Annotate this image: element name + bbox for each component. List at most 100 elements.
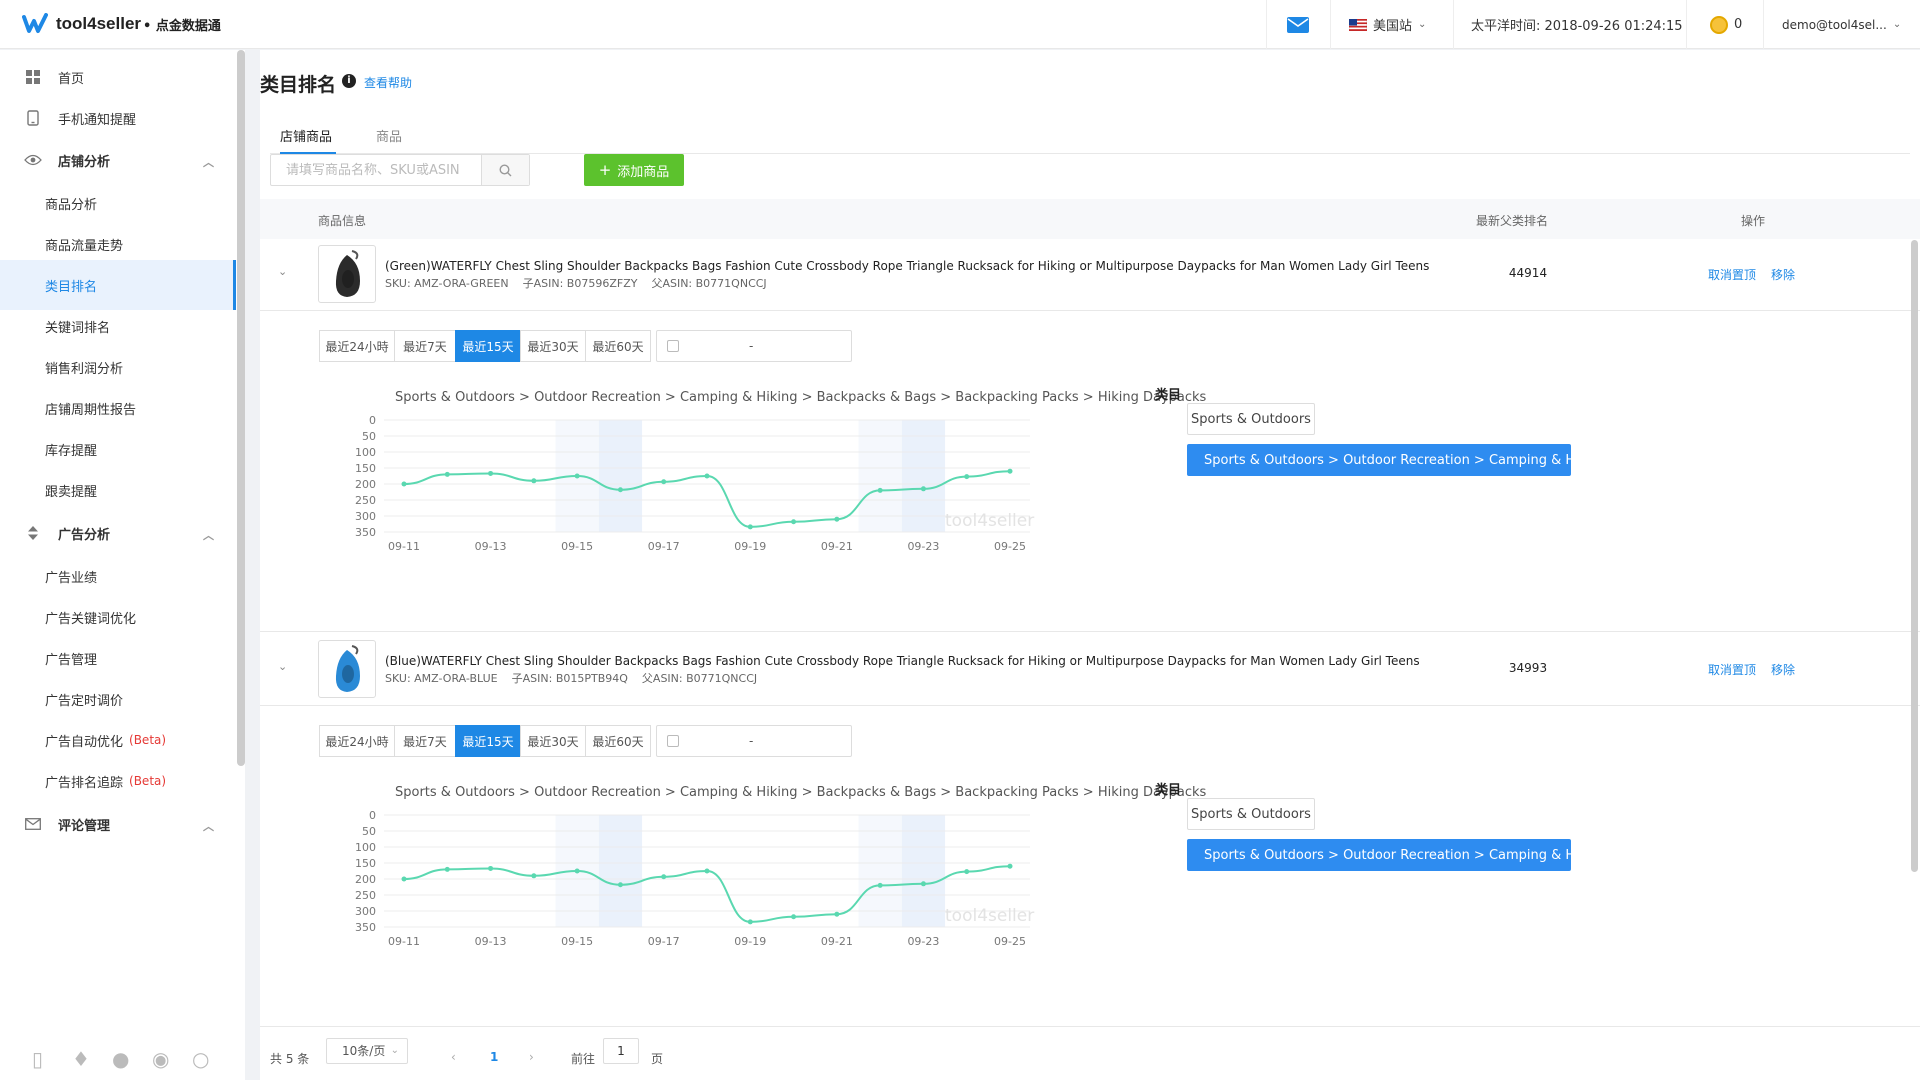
messages-button[interactable] <box>1266 0 1330 49</box>
data-point[interactable] <box>964 474 970 480</box>
sidebar-item-6[interactable]: 关键词排名 <box>0 301 236 351</box>
data-point[interactable] <box>747 524 753 530</box>
sidebar-item-13[interactable]: 广告关键词优化 <box>0 592 236 642</box>
data-point[interactable] <box>964 869 970 875</box>
category-full-path-button[interactable]: Sports & Outdoors > Outdoor Recreation >… <box>1187 444 1571 476</box>
data-point[interactable] <box>661 874 667 880</box>
sidebar-item-0[interactable]: 首页 <box>0 52 236 102</box>
marketplace-select[interactable]: 美国站 ⌄ <box>1349 0 1426 49</box>
data-point[interactable] <box>488 865 494 871</box>
data-point[interactable] <box>617 882 623 888</box>
user-icon[interactable]: ● <box>112 1047 130 1071</box>
page-number[interactable]: 1 <box>490 1050 499 1064</box>
prev-page-icon[interactable]: ‹ <box>451 1050 456 1064</box>
page-size-select[interactable]: 10条/页 ⌄ <box>326 1038 408 1064</box>
data-point[interactable] <box>1007 468 1013 474</box>
wechat-icon[interactable]: ◉ <box>152 1047 170 1071</box>
data-point[interactable] <box>791 914 797 920</box>
sidebar-item-5[interactable]: 类目排名 <box>0 260 236 310</box>
coins-button[interactable]: 0 <box>1710 0 1742 49</box>
remove-button[interactable]: 移除 <box>1771 268 1796 282</box>
data-point[interactable] <box>834 516 840 522</box>
help-link[interactable]: 查看帮助 <box>364 76 413 90</box>
category-top-button[interactable]: Sports & Outdoors <box>1187 798 1315 830</box>
range-button[interactable]: 最近7天 <box>394 725 456 757</box>
data-point[interactable] <box>834 911 840 917</box>
data-point[interactable] <box>574 473 580 479</box>
mobile-icon[interactable]: ▯ <box>32 1047 44 1071</box>
range-button[interactable]: 最近30天 <box>520 725 586 757</box>
mail-icon <box>24 815 42 833</box>
data-point[interactable] <box>617 487 623 493</box>
sidebar-item-10[interactable]: 跟卖提醒 <box>0 465 236 515</box>
data-point[interactable] <box>747 919 753 925</box>
data-point[interactable] <box>704 868 710 874</box>
bell-icon[interactable]: ♦ <box>72 1047 90 1071</box>
data-point[interactable] <box>704 473 710 479</box>
sidebar-item-3[interactable]: 商品分析 <box>0 178 236 228</box>
range-button[interactable]: 最近15天 <box>455 725 521 757</box>
next-page-icon[interactable]: › <box>529 1050 534 1064</box>
data-point[interactable] <box>877 882 883 888</box>
range-button[interactable]: 最近60天 <box>585 725 651 757</box>
goto-page-input[interactable]: 1 <box>603 1038 639 1064</box>
sidebar-scrollbar[interactable] <box>237 50 245 766</box>
remove-button[interactable]: 移除 <box>1771 663 1796 677</box>
sidebar-item-15[interactable]: 广告定时调价 <box>0 674 236 724</box>
sidebar-item-7[interactable]: 销售利润分析 <box>0 342 236 392</box>
add-product-button[interactable]: + 添加商品 <box>584 154 684 186</box>
data-point[interactable] <box>531 873 537 879</box>
group-icon[interactable]: ○ <box>192 1047 210 1071</box>
search-input[interactable] <box>271 155 481 185</box>
data-point[interactable] <box>661 479 667 485</box>
data-point[interactable] <box>401 876 407 882</box>
unpin-button[interactable]: 取消置顶 <box>1708 663 1757 677</box>
tab-store-products[interactable]: 店铺商品 <box>280 130 333 145</box>
data-point[interactable] <box>531 478 537 484</box>
range-button[interactable]: 最近7天 <box>394 330 456 362</box>
range-button[interactable]: 最近30天 <box>520 330 586 362</box>
range-button[interactable]: 最近24小時 <box>319 725 395 757</box>
sidebar-item-12[interactable]: 广告业绩 <box>0 551 236 601</box>
chevron-down-icon[interactable]: ⌄ <box>278 265 288 278</box>
sidebar-item-4[interactable]: 商品流量走势 <box>0 219 236 269</box>
data-point[interactable] <box>920 486 926 492</box>
data-point[interactable] <box>791 519 797 525</box>
data-point[interactable] <box>574 868 580 874</box>
range-button[interactable]: 最近24小時 <box>319 330 395 362</box>
sidebar-item-label: 销售利润分析 <box>45 361 124 377</box>
data-point[interactable] <box>877 487 883 493</box>
category-top-button[interactable]: Sports & Outdoors <box>1187 403 1315 435</box>
range-button[interactable]: 最近15天 <box>455 330 521 362</box>
data-point[interactable] <box>444 866 450 872</box>
tab-products[interactable]: 商品 <box>376 130 403 145</box>
date-range-picker[interactable]: - <box>656 330 852 362</box>
sidebar-item-2[interactable]: 店铺分析 ︿ <box>0 135 236 185</box>
unpin-button[interactable]: 取消置顶 <box>1708 268 1757 282</box>
chevron-down-icon[interactable]: ⌄ <box>278 660 288 673</box>
sidebar-item-16[interactable]: 广告自动优化 (Beta) <box>0 715 236 765</box>
product-name[interactable]: (Green)WATERFLY Chest Sling Shoulder Bac… <box>385 259 1430 273</box>
data-point[interactable] <box>920 881 926 887</box>
logo[interactable]: tool4seller • 点金数据通 <box>22 13 221 35</box>
category-full-path-button[interactable]: Sports & Outdoors > Outdoor Recreation >… <box>1187 839 1571 871</box>
date-range-picker[interactable]: - <box>656 725 852 757</box>
content-scrollbar[interactable] <box>1911 240 1918 872</box>
sidebar-item-17[interactable]: 广告排名追踪 (Beta) <box>0 756 236 806</box>
sidebar-item-14[interactable]: 广告管理 <box>0 633 236 683</box>
sidebar-item-8[interactable]: 店铺周期性报告 <box>0 383 236 433</box>
product-name[interactable]: (Blue)WATERFLY Chest Sling Shoulder Back… <box>385 654 1420 668</box>
rank-detail-panel: 最近24小時 最近7天 最近15天 最近30天 最近60天 - Sports & Outdo… <box>260 707 1920 1027</box>
search-button[interactable] <box>481 155 529 185</box>
sidebar-item-18[interactable]: 评论管理 ︿ <box>0 799 236 849</box>
sidebar-item-11[interactable]: 广告分析 ︿ <box>0 508 236 558</box>
sidebar-item-1[interactable]: 手机通知提醒 <box>0 93 236 143</box>
sidebar-item-9[interactable]: 库存提醒 <box>0 424 236 474</box>
data-point[interactable] <box>444 471 450 477</box>
range-button[interactable]: 最近60天 <box>585 330 651 362</box>
user-menu[interactable]: demo@tool4sel... ⌄ <box>1782 0 1901 49</box>
data-point[interactable] <box>488 470 494 476</box>
data-point[interactable] <box>1007 863 1013 869</box>
data-point[interactable] <box>401 481 407 487</box>
x-tick-label: 09-11 <box>388 935 420 948</box>
